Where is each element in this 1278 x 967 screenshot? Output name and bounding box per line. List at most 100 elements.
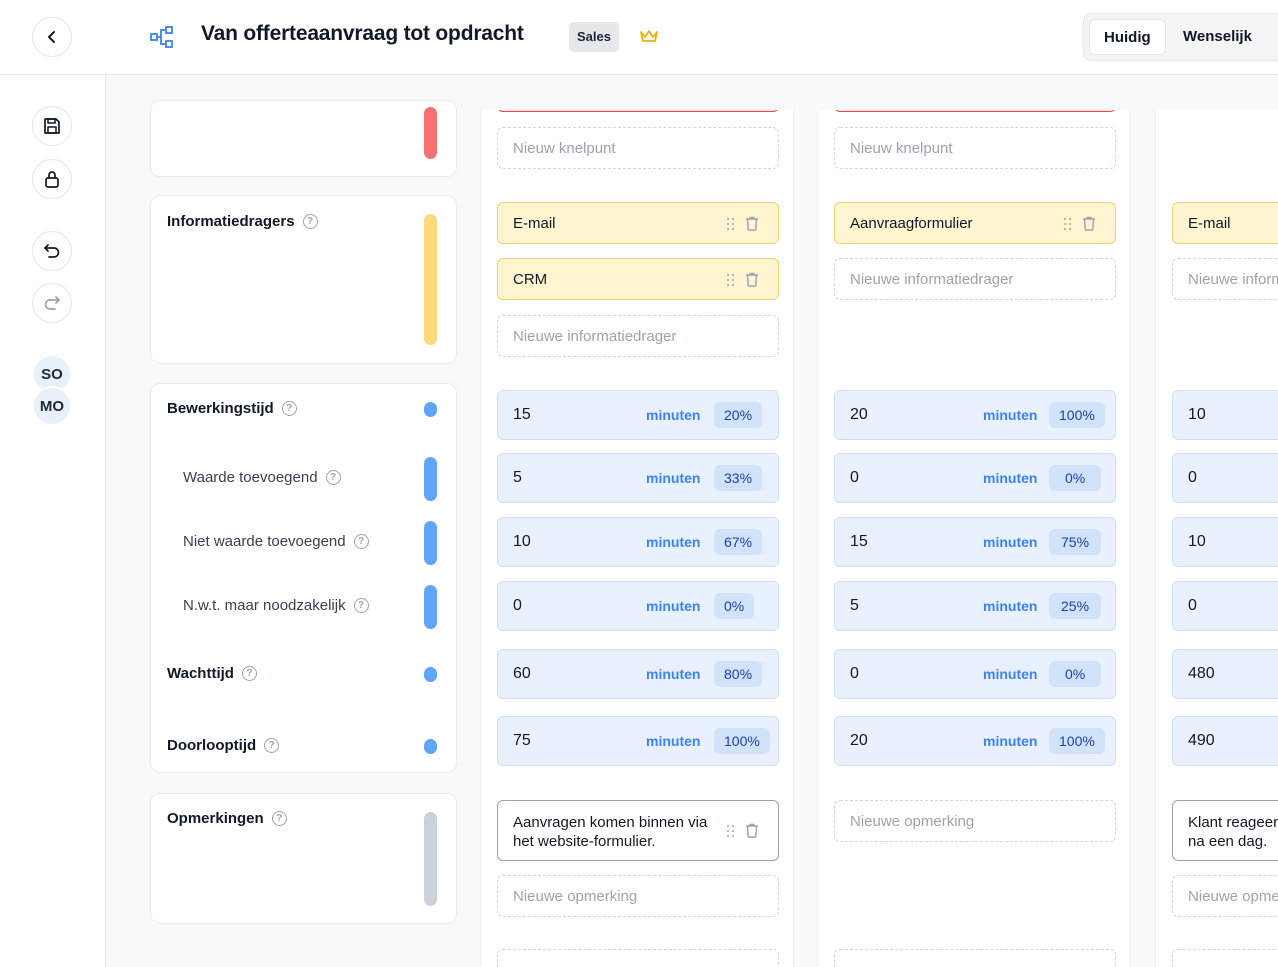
trash-icon[interactable] bbox=[745, 272, 759, 287]
waarde-toevoegend-field[interactable]: 5 minuten 33% bbox=[497, 453, 779, 503]
time-unit: minuten bbox=[983, 407, 1038, 423]
tijden-card: Bewerkingstijd? Waarde toevoegend? Niet … bbox=[150, 383, 457, 773]
bewerkingstijd-field[interactable]: 10 bbox=[1172, 390, 1278, 440]
time-value: 490 bbox=[1188, 732, 1215, 749]
help-icon[interactable]: ? bbox=[271, 811, 287, 826]
toggle-wenselijk[interactable]: Wenselijk bbox=[1183, 28, 1252, 45]
time-percentage: 100% bbox=[714, 728, 770, 754]
drag-handle-icon[interactable] bbox=[727, 217, 735, 231]
blue-indicator bbox=[424, 457, 437, 501]
time-value: 0 bbox=[513, 597, 522, 614]
time-unit: minuten bbox=[646, 470, 701, 486]
informatiedrager-item[interactable]: Aanvraagformulier bbox=[834, 202, 1116, 244]
drag-handle-icon[interactable] bbox=[727, 273, 735, 287]
opmerking-item[interactable]: Aanvragen komen binnen via het website-f… bbox=[497, 800, 779, 861]
informatiedrager-item[interactable]: E-mail bbox=[1172, 202, 1278, 244]
bewerkingstijd-field[interactable]: 20 minuten 100% bbox=[834, 390, 1116, 440]
save-button[interactable] bbox=[32, 106, 72, 146]
doorlooptijd-field[interactable]: 75 minuten 100% bbox=[497, 716, 779, 766]
redo-button[interactable] bbox=[32, 283, 72, 323]
new-informatiedrager-input[interactable]: Nieuwe informatiedrager bbox=[497, 315, 779, 357]
time-value: 15 bbox=[513, 406, 531, 423]
time-percentage: 0% bbox=[714, 593, 755, 619]
toggle-huidig[interactable]: Huidig bbox=[1089, 19, 1166, 55]
trash-icon[interactable] bbox=[1082, 216, 1096, 231]
lock-button[interactable] bbox=[32, 159, 72, 199]
opmerking-text: Aanvragen komen binnen via het website-f… bbox=[513, 814, 708, 850]
process-step-column: E-mail Nieuwe informatiedrager 10 0 10 0… bbox=[1155, 110, 1278, 967]
add-item-placeholder[interactable] bbox=[834, 949, 1116, 967]
time-value: 5 bbox=[850, 597, 859, 614]
opmerkingen-card: Opmerkingen? bbox=[150, 793, 457, 924]
help-icon[interactable]: ? bbox=[353, 598, 369, 613]
niet-waarde-toevoegend-field[interactable]: 10 bbox=[1172, 517, 1278, 567]
avatar[interactable]: MO bbox=[32, 386, 72, 426]
new-opmerking-input[interactable]: Nieuwe opmerking bbox=[1172, 875, 1278, 917]
time-unit: minuten bbox=[646, 666, 701, 682]
undo-button[interactable] bbox=[32, 231, 72, 271]
niet-waarde-toevoegend-field[interactable]: 15 minuten 75% bbox=[834, 517, 1116, 567]
new-informatiedrager-input[interactable]: Nieuwe informatiedrager bbox=[1172, 258, 1278, 300]
help-icon[interactable]: ? bbox=[325, 470, 341, 485]
knelpunt-item[interactable] bbox=[834, 110, 1116, 112]
informatiedrager-item[interactable]: E-mail bbox=[497, 202, 779, 244]
waarde-toevoegend-field[interactable]: 0 bbox=[1172, 453, 1278, 503]
item-controls bbox=[727, 216, 759, 231]
department-badge: Sales bbox=[569, 22, 619, 52]
time-unit: minuten bbox=[646, 407, 701, 423]
help-icon[interactable]: ? bbox=[264, 738, 280, 753]
add-item-placeholder[interactable] bbox=[1172, 949, 1278, 967]
trash-icon[interactable] bbox=[745, 216, 759, 231]
item-controls bbox=[727, 823, 759, 838]
wachttijd-field[interactable]: 60 minuten 80% bbox=[497, 649, 779, 699]
new-opmerking-input[interactable]: Nieuwe opmerking bbox=[497, 875, 779, 917]
time-unit: minuten bbox=[646, 534, 701, 550]
time-percentage: 67% bbox=[714, 529, 763, 555]
new-informatiedrager-input[interactable]: Nieuwe informatiedrager bbox=[834, 258, 1116, 300]
new-opmerking-input[interactable]: Nieuwe opmerking bbox=[834, 800, 1116, 842]
trash-icon[interactable] bbox=[745, 823, 759, 838]
save-icon bbox=[44, 118, 60, 134]
nwt-noodzakelijk-field[interactable]: 0 minuten 0% bbox=[497, 581, 779, 631]
nwt-noodzakelijk-field[interactable]: 0 bbox=[1172, 581, 1278, 631]
blue-indicator bbox=[424, 521, 437, 565]
wachttijd-field[interactable]: 0 minuten 0% bbox=[834, 649, 1116, 699]
time-percentage: 0% bbox=[1049, 661, 1102, 687]
waarde-toevoegend-field[interactable]: 0 minuten 0% bbox=[834, 453, 1116, 503]
help-icon[interactable]: ? bbox=[353, 534, 369, 549]
nwt-noodzakelijk-field[interactable]: 5 minuten 25% bbox=[834, 581, 1116, 631]
help-icon[interactable]: ? bbox=[302, 214, 318, 229]
time-value: 0 bbox=[850, 469, 859, 486]
time-value: 20 bbox=[850, 732, 868, 749]
time-value: 60 bbox=[513, 665, 531, 682]
label-doorlooptijd: Doorlooptijd? bbox=[167, 737, 280, 754]
add-item-placeholder[interactable] bbox=[497, 949, 779, 967]
blue-indicator bbox=[424, 739, 437, 754]
help-icon[interactable]: ? bbox=[241, 666, 257, 681]
niet-waarde-toevoegend-field[interactable]: 10 minuten 67% bbox=[497, 517, 779, 567]
help-icon[interactable]: ? bbox=[281, 401, 297, 416]
drag-handle-icon[interactable] bbox=[727, 824, 735, 838]
doorlooptijd-field[interactable]: 20 minuten 100% bbox=[834, 716, 1116, 766]
item-controls bbox=[1064, 216, 1096, 231]
doorlooptijd-field[interactable]: 490 bbox=[1172, 716, 1278, 766]
time-value: 5 bbox=[513, 469, 522, 486]
crown-icon bbox=[640, 30, 658, 42]
page-title: Van offerteaanvraag tot opdracht bbox=[201, 22, 524, 45]
informatiedrager-item[interactable]: CRM bbox=[497, 258, 779, 300]
knelpunten-card bbox=[150, 100, 457, 177]
time-percentage: 20% bbox=[714, 402, 763, 428]
wachttijd-field[interactable]: 480 bbox=[1172, 649, 1278, 699]
back-button[interactable] bbox=[32, 17, 72, 57]
time-percentage: 100% bbox=[1049, 402, 1105, 428]
opmerking-item[interactable]: Klant reageert pas na een dag. bbox=[1172, 800, 1278, 861]
blue-indicator bbox=[424, 402, 437, 417]
time-percentage: 0% bbox=[1049, 465, 1102, 491]
drag-handle-icon[interactable] bbox=[1064, 217, 1072, 231]
state-toggle: Huidig Wenselijk bbox=[1083, 13, 1278, 61]
time-value: 0 bbox=[1188, 597, 1197, 614]
new-knelpunt-input[interactable]: Nieuw knelpunt bbox=[497, 127, 779, 169]
new-knelpunt-input[interactable]: Nieuw knelpunt bbox=[834, 127, 1116, 169]
bewerkingstijd-field[interactable]: 15 minuten 20% bbox=[497, 390, 779, 440]
knelpunt-item[interactable] bbox=[497, 110, 779, 112]
